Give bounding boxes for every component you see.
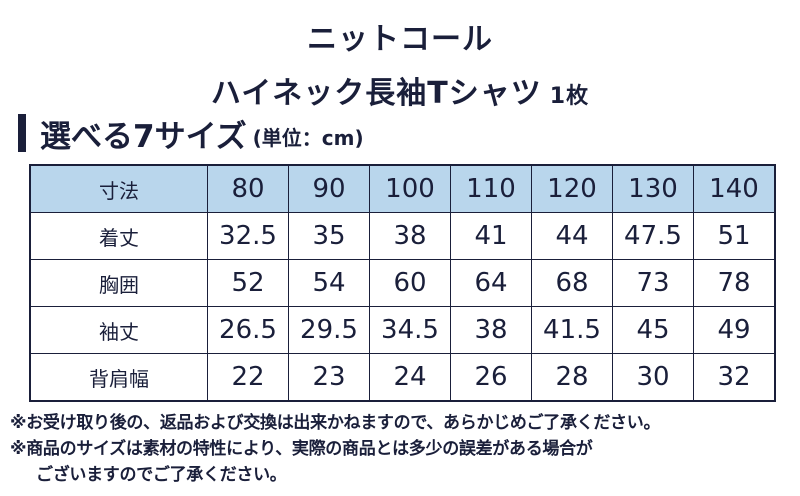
size-header-cell: 100 (369, 164, 451, 213)
value-cell: 49 (693, 306, 776, 354)
value-cell: 78 (693, 259, 776, 307)
value-cell: 29.5 (288, 306, 370, 354)
value-cell: 54 (288, 259, 370, 307)
value-cell: 38 (450, 306, 532, 354)
size-header-cell: 110 (450, 164, 532, 213)
return-policy-note: ※お受け取り後の、返品および交換は出来かねますので、あらかじめご了承ください。 (10, 413, 661, 433)
value-cell: 73 (612, 259, 694, 307)
value-cell: 34.5 (369, 306, 451, 354)
value-cell: 28 (531, 353, 613, 402)
value-cell: 23 (288, 353, 370, 402)
row-label-cell: 背肩幅 (29, 353, 208, 402)
product-name: ハイネック長袖Tシャツ (210, 76, 542, 111)
value-cell: 51 (693, 212, 776, 260)
heading-accent-bar (18, 114, 26, 152)
size-variance-note: ※商品のサイズは素材の特性により、実際の商品とは多少の誤差がある場合が (10, 439, 593, 459)
value-cell: 60 (369, 259, 451, 307)
size-header-cell: 120 (531, 164, 613, 213)
value-cell: 38 (369, 212, 451, 260)
product-brand-title: ニットコール (307, 22, 493, 57)
heading-unit-text: (単位：cm) (252, 125, 364, 150)
size-section-heading: 選べる7サイズ (単位：cm) (18, 114, 364, 155)
value-cell: 68 (531, 259, 613, 307)
value-cell: 41 (450, 212, 532, 260)
row-label-cell: 袖丈 (29, 306, 208, 354)
table-corner-cell: 寸法 (29, 164, 208, 213)
size-chart-table: 寸法 80 90 100 110 120 130 140 着丈 32.5 35 … (29, 164, 776, 402)
value-cell: 64 (450, 259, 532, 307)
table-row: 着丈 32.5 35 38 41 44 47.5 51 (29, 212, 776, 260)
value-cell: 35 (288, 212, 370, 260)
size-header-cell: 80 (207, 164, 289, 213)
value-cell: 30 (612, 353, 694, 402)
value-cell: 22 (207, 353, 289, 402)
value-cell: 52 (207, 259, 289, 307)
value-cell: 26.5 (207, 306, 289, 354)
table-header-row: 寸法 80 90 100 110 120 130 140 (29, 164, 776, 213)
table-row: 胸囲 52 54 60 64 68 73 78 (29, 259, 776, 307)
size-header-cell: 90 (288, 164, 370, 213)
value-cell: 41.5 (531, 306, 613, 354)
product-name-title: ハイネック長袖Tシャツ 1枚 (0, 68, 800, 112)
value-cell: 24 (369, 353, 451, 402)
value-cell: 44 (531, 212, 613, 260)
value-cell: 26 (450, 353, 532, 402)
table-row: 背肩幅 22 23 24 26 28 30 32 (29, 353, 776, 402)
size-variance-note-continued: ございますのでご了承ください。 (36, 465, 287, 485)
heading-main-text: 選べる7サイズ (40, 118, 247, 155)
value-cell: 45 (612, 306, 694, 354)
row-label-cell: 着丈 (29, 212, 208, 260)
value-cell: 47.5 (612, 212, 694, 260)
size-header-cell: 140 (693, 164, 776, 213)
value-cell: 32.5 (207, 212, 289, 260)
row-label-cell: 胸囲 (29, 259, 208, 307)
table-row: 袖丈 26.5 29.5 34.5 38 41.5 45 49 (29, 306, 776, 354)
product-count: 1枚 (549, 84, 590, 109)
size-header-cell: 130 (612, 164, 694, 213)
value-cell: 32 (693, 353, 776, 402)
